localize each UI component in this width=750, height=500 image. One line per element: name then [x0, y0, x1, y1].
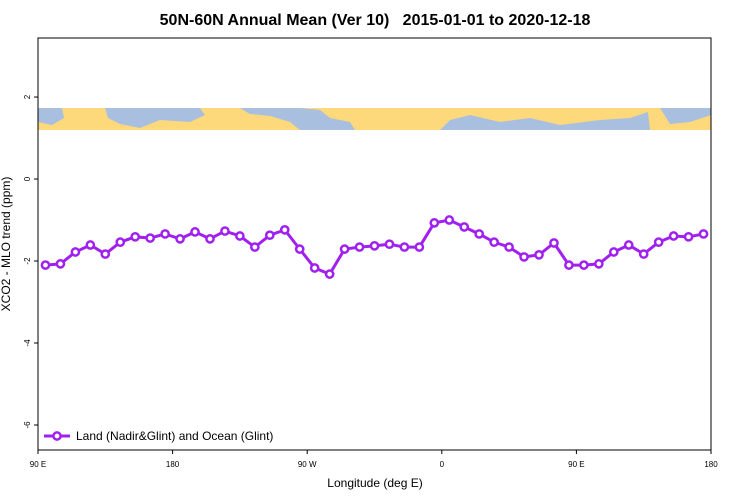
data-point [205, 234, 215, 244]
data-point [369, 240, 380, 251]
data-point [593, 259, 604, 269]
y-tick-label: -4 [23, 339, 32, 347]
x-tick-label: 90 E [568, 460, 584, 469]
data-point [474, 229, 485, 239]
legend: Land (Nadir&Glint) and Ocean (Glint) [44, 429, 273, 443]
data-point [638, 249, 649, 259]
y-axis-title: XCO2 - MLO trend (ppm) [0, 177, 13, 312]
data-point [85, 240, 96, 250]
data-point [130, 231, 141, 242]
data-point [698, 229, 709, 239]
data-point [235, 231, 245, 241]
data-point [160, 229, 170, 239]
data-point [175, 234, 185, 244]
y-tick-label: -6 [23, 421, 32, 429]
data-point [579, 260, 589, 270]
data-point [324, 269, 335, 279]
data-point [429, 218, 440, 228]
data-point [115, 237, 126, 248]
data-point [459, 222, 470, 232]
data-point [623, 240, 634, 250]
data-point [549, 238, 559, 248]
data-point [70, 247, 81, 257]
data-point [519, 252, 529, 262]
x-tick-label: 180 [704, 460, 718, 469]
x-axis-title: Longitude (deg E) [327, 476, 422, 490]
x-tick-label: 90 W [298, 460, 317, 469]
data-point [534, 250, 544, 260]
data-point [653, 237, 664, 248]
y-tick-label: 0 [23, 176, 32, 181]
data-point [354, 242, 365, 252]
data-point [100, 249, 111, 259]
data-point [190, 227, 200, 237]
data-point [564, 260, 574, 270]
data-point [220, 226, 230, 236]
data-point [294, 244, 305, 254]
chart-title: 50N-60N Annual Mean (Ver 10) 2015-01-01 … [160, 12, 591, 29]
y-tick-label: 2 [23, 94, 32, 99]
data-point [444, 215, 455, 225]
data-point [40, 260, 51, 270]
data-point [384, 239, 395, 250]
data-point [608, 247, 619, 257]
data-point [504, 242, 514, 252]
plot-frame [37, 37, 712, 451]
map-water [38, 108, 711, 130]
x-tick-label: 0 [440, 460, 445, 469]
data-point [489, 237, 499, 248]
data-point [668, 231, 679, 241]
data-point [683, 231, 694, 242]
data-point [55, 259, 66, 269]
data-point [399, 242, 410, 252]
data-point [279, 225, 290, 235]
data-point [309, 263, 320, 273]
legend-label: Land (Nadir&Glint) and Ocean (Glint) [76, 429, 273, 443]
map-band [38, 108, 711, 130]
data-point [264, 230, 275, 241]
data-point [414, 242, 425, 252]
data-point [250, 242, 260, 252]
legend-marker [52, 431, 62, 441]
y-tick-label: -2 [23, 257, 32, 265]
x-tick-label: 90 E [30, 460, 46, 469]
x-tick-label: 180 [166, 460, 180, 469]
data-point [339, 244, 350, 254]
data-point [145, 233, 156, 243]
